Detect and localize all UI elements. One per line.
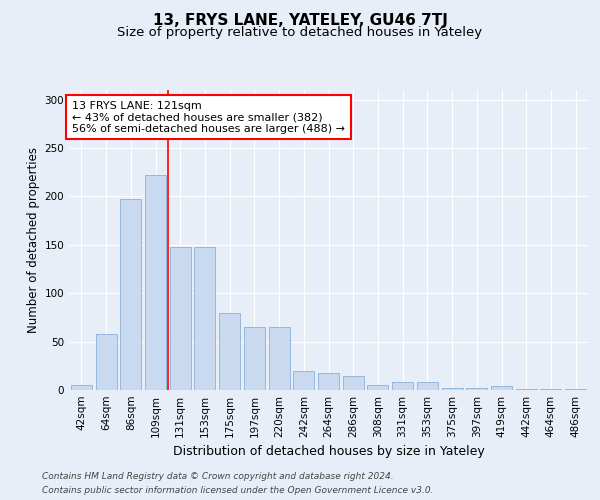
Bar [293, 370, 314, 390]
Text: Contains public sector information licensed under the Open Government Licence v3: Contains public sector information licen… [42, 486, 433, 495]
Bar [95, 334, 116, 390]
Y-axis label: Number of detached properties: Number of detached properties [27, 147, 40, 333]
Bar [170, 247, 191, 390]
Bar [367, 385, 388, 390]
Bar [466, 388, 487, 390]
Bar [244, 327, 265, 390]
Bar [194, 247, 215, 390]
Bar [269, 327, 290, 390]
Bar [343, 376, 364, 390]
Bar [71, 385, 92, 390]
Bar [442, 388, 463, 390]
Bar [145, 175, 166, 390]
Bar [392, 382, 413, 390]
Bar [491, 386, 512, 390]
Bar [565, 389, 586, 390]
Text: Size of property relative to detached houses in Yateley: Size of property relative to detached ho… [118, 26, 482, 39]
Bar [417, 382, 438, 390]
Bar [318, 372, 339, 390]
Bar [219, 312, 240, 390]
Bar [120, 200, 141, 390]
Bar [516, 389, 537, 390]
Text: Contains HM Land Registry data © Crown copyright and database right 2024.: Contains HM Land Registry data © Crown c… [42, 472, 394, 481]
Text: 13 FRYS LANE: 121sqm
← 43% of detached houses are smaller (382)
56% of semi-deta: 13 FRYS LANE: 121sqm ← 43% of detached h… [72, 100, 345, 134]
Text: 13, FRYS LANE, YATELEY, GU46 7TJ: 13, FRYS LANE, YATELEY, GU46 7TJ [152, 12, 448, 28]
X-axis label: Distribution of detached houses by size in Yateley: Distribution of detached houses by size … [173, 446, 484, 458]
Bar [541, 389, 562, 390]
